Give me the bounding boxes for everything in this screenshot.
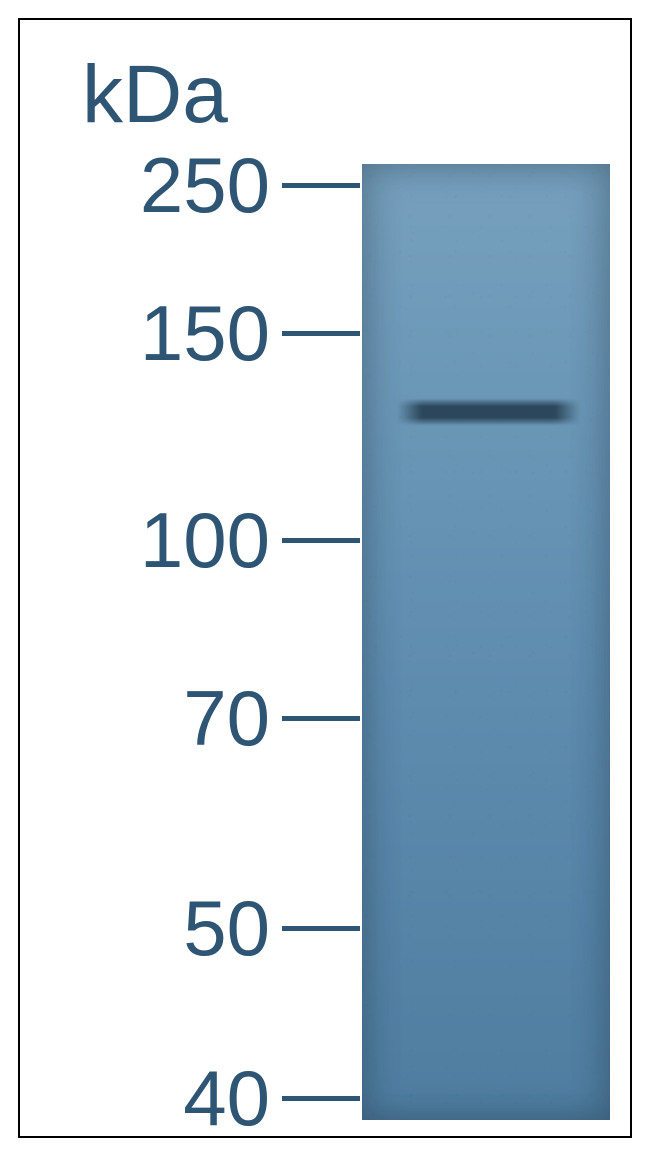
unit-label: kDa [82,48,228,142]
marker-tick-70 [282,716,360,721]
marker-tick-150 [282,331,360,336]
lane-background [362,164,610,1120]
marker-label-50: 50 [70,883,270,974]
marker-tick-250 [282,183,360,188]
marker-label-100: 100 [70,495,270,586]
band-1 [362,398,610,426]
marker-tick-50 [282,926,360,931]
blot-lane [362,164,610,1120]
marker-tick-40 [282,1096,360,1101]
marker-label-150: 150 [70,288,270,379]
marker-label-40: 40 [70,1053,270,1144]
figure-frame: kDa 250150100705040 [18,18,632,1138]
marker-label-250: 250 [70,140,270,231]
marker-tick-100 [282,538,360,543]
marker-label-70: 70 [70,673,270,764]
